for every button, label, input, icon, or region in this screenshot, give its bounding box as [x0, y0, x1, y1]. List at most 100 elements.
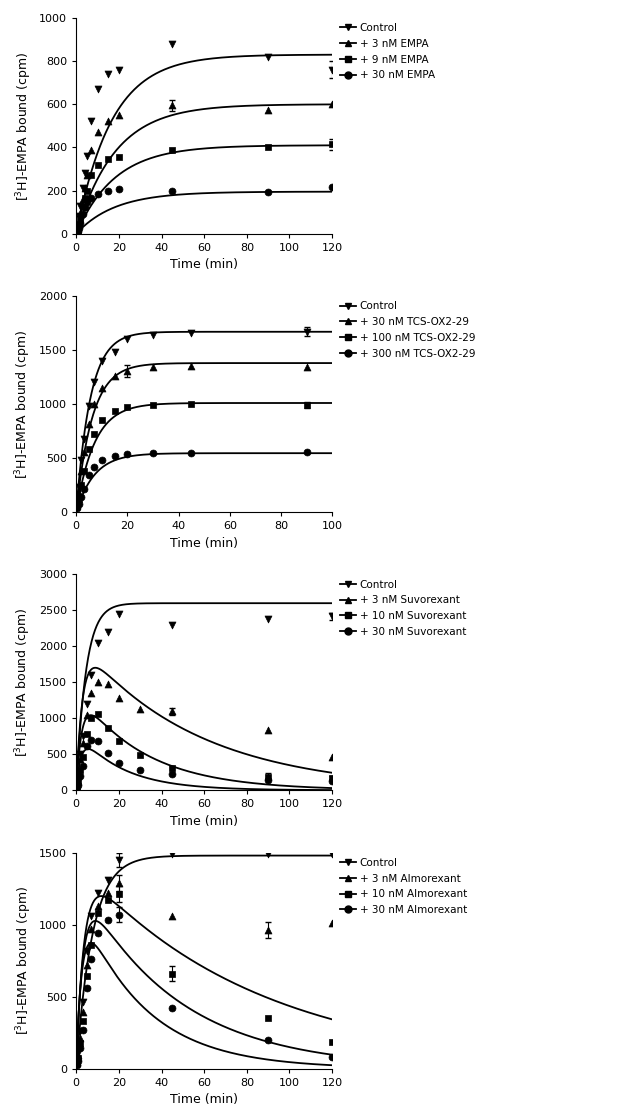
Point: [103, 884, 113, 902]
Point: [110, 344, 120, 362]
Point: [186, 444, 197, 461]
Point: [72, 223, 83, 241]
Point: [114, 732, 124, 750]
Point: [103, 912, 113, 930]
Point: [93, 634, 103, 652]
Y-axis label: [$^{3}$H]-EMPA bound (cpm): [$^{3}$H]-EMPA bound (cpm): [14, 608, 33, 757]
Point: [74, 207, 84, 225]
Point: [167, 999, 177, 1017]
Point: [114, 906, 124, 924]
Point: [86, 731, 96, 749]
Point: [93, 673, 103, 691]
Point: [89, 374, 99, 392]
Point: [93, 904, 103, 922]
Legend: Control, + 3 nM EMPA, + 9 nM EMPA, + 30 nM EMPA: Control, + 3 nM EMPA, + 9 nM EMPA, + 30 …: [340, 24, 435, 81]
Point: [327, 1048, 337, 1066]
Point: [167, 96, 177, 114]
Point: [97, 352, 107, 370]
Point: [86, 709, 96, 727]
Point: [82, 706, 92, 724]
Point: [114, 851, 124, 869]
Point: [135, 700, 146, 718]
Point: [72, 1053, 83, 1071]
Point: [122, 446, 132, 464]
Point: [73, 1044, 83, 1062]
Point: [76, 463, 86, 480]
Point: [122, 362, 132, 380]
Point: [73, 1046, 83, 1064]
Point: [72, 1056, 83, 1074]
Point: [114, 106, 124, 124]
Point: [82, 956, 92, 974]
Point: [86, 112, 96, 130]
Point: [263, 1030, 273, 1048]
Y-axis label: [$^{3}$H]-EMPA bound (cpm): [$^{3}$H]-EMPA bound (cpm): [14, 52, 33, 200]
X-axis label: Time (min): Time (min): [170, 536, 238, 550]
Point: [72, 493, 83, 511]
Point: [186, 324, 197, 342]
X-axis label: Time (min): Time (min): [170, 259, 238, 271]
Point: [93, 897, 103, 915]
Point: [76, 204, 86, 222]
Point: [327, 748, 337, 766]
Point: [72, 223, 83, 241]
Point: [167, 846, 177, 864]
Point: [148, 445, 158, 463]
Point: [77, 1020, 88, 1038]
Point: [82, 979, 92, 997]
Point: [167, 181, 177, 199]
Legend: Control, + 3 nM Suvorexant, + 10 nM Suvorexant, + 30 nM Suvorexant: Control, + 3 nM Suvorexant, + 10 nM Suvo…: [340, 580, 466, 637]
Point: [82, 167, 92, 185]
Point: [263, 48, 273, 66]
Y-axis label: [$^{3}$H]-EMPA bound (cpm): [$^{3}$H]-EMPA bound (cpm): [14, 329, 33, 479]
Point: [302, 396, 312, 414]
Point: [97, 379, 107, 396]
Point: [148, 358, 158, 376]
Point: [73, 220, 83, 237]
Point: [89, 458, 99, 476]
Point: [82, 968, 92, 986]
Point: [97, 451, 107, 469]
Point: [73, 221, 83, 239]
Point: [76, 197, 86, 215]
Point: [72, 774, 83, 792]
Point: [73, 773, 83, 791]
Point: [79, 430, 89, 448]
Point: [77, 205, 88, 223]
Point: [72, 773, 83, 791]
Point: [74, 216, 84, 234]
Point: [76, 745, 86, 763]
Point: [72, 222, 83, 240]
Point: [73, 1052, 83, 1070]
Point: [93, 81, 103, 99]
Point: [72, 224, 83, 242]
Point: [76, 488, 86, 506]
Point: [103, 181, 113, 199]
Legend: Control, + 3 nM Almorexant, + 10 nM Almorexant, + 30 nM Almorexant: Control, + 3 nM Almorexant, + 10 nM Almo…: [340, 858, 467, 915]
Point: [76, 476, 86, 494]
Point: [73, 1048, 83, 1066]
Point: [79, 442, 89, 460]
Point: [114, 605, 124, 623]
Point: [263, 610, 273, 628]
Point: [114, 886, 124, 904]
Point: [74, 218, 84, 236]
Point: [97, 411, 107, 429]
Point: [93, 884, 103, 902]
Point: [76, 767, 86, 785]
Point: [148, 396, 158, 414]
Point: [186, 394, 197, 412]
Point: [167, 35, 177, 53]
Point: [74, 213, 84, 231]
Point: [86, 920, 96, 937]
Point: [76, 1029, 86, 1047]
Point: [86, 936, 96, 954]
Point: [86, 666, 96, 684]
Point: [148, 326, 158, 344]
Point: [74, 491, 84, 508]
X-axis label: Time (min): Time (min): [170, 1093, 238, 1107]
Point: [79, 165, 89, 183]
Point: [86, 189, 96, 207]
Point: [327, 773, 337, 791]
Point: [84, 466, 94, 484]
